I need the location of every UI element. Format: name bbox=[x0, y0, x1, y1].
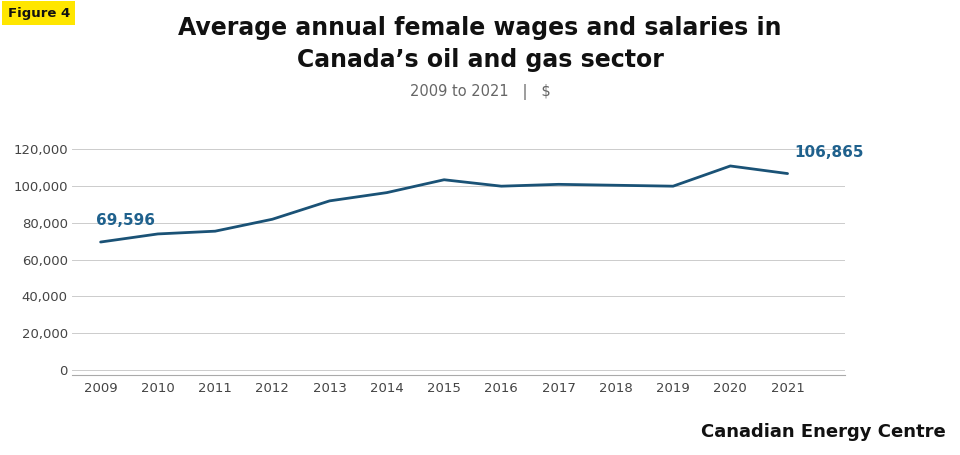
Text: 2009 to 2021   |   $: 2009 to 2021 | $ bbox=[410, 84, 550, 100]
Text: 69,596: 69,596 bbox=[96, 213, 156, 228]
Text: Average annual female wages and salaries in: Average annual female wages and salaries… bbox=[179, 16, 781, 40]
Text: Canada’s oil and gas sector: Canada’s oil and gas sector bbox=[297, 48, 663, 72]
Text: Canadian Energy Centre: Canadian Energy Centre bbox=[701, 423, 946, 441]
Text: 106,865: 106,865 bbox=[795, 145, 864, 160]
Text: Figure 4: Figure 4 bbox=[8, 7, 70, 20]
